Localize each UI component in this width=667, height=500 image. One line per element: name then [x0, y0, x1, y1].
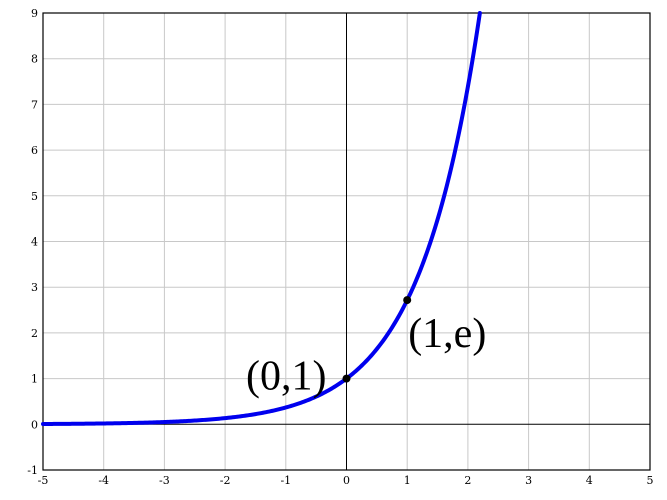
- point-marker: [342, 374, 351, 383]
- y-tick-label: 7: [31, 98, 38, 111]
- y-tick-label: 0: [31, 418, 38, 431]
- x-tick-label: -4: [98, 474, 109, 487]
- y-tick-label: 8: [31, 53, 38, 66]
- y-tick-label: 9: [31, 7, 38, 20]
- plot-frame: [42, 12, 651, 471]
- y-tick-label: 6: [31, 144, 38, 157]
- x-tick-label: -2: [220, 474, 231, 487]
- x-tick-label: -3: [159, 474, 170, 487]
- annotated-points: (0,1) (1,e): [246, 296, 486, 400]
- y-tick-label: 5: [31, 190, 38, 203]
- x-tick-label: 0: [343, 474, 350, 487]
- x-tick-label: -1: [280, 474, 291, 487]
- tick-labels: -5 -4 -3 -2 -1 0 1 2 3 4 5 -1 0 1 2 3 4 5 6 7 8 9: [27, 7, 653, 487]
- point-label: (1,e): [408, 311, 486, 357]
- x-tick-label: 3: [525, 474, 532, 487]
- x-tick-label: 1: [404, 474, 411, 487]
- x-tick-label: 5: [647, 474, 654, 487]
- x-tick-label: 2: [464, 474, 471, 487]
- x-tick-label: 4: [586, 474, 593, 487]
- y-tick-label: 4: [31, 236, 38, 249]
- y-tick-label: 1: [31, 373, 38, 386]
- y-tick-label: 2: [31, 327, 38, 340]
- y-tick-label: -1: [27, 464, 38, 477]
- point-marker: [403, 296, 412, 305]
- x-tick-label: -5: [38, 474, 49, 487]
- y-tick-label: 3: [31, 281, 38, 294]
- point-label: (0,1): [246, 354, 326, 400]
